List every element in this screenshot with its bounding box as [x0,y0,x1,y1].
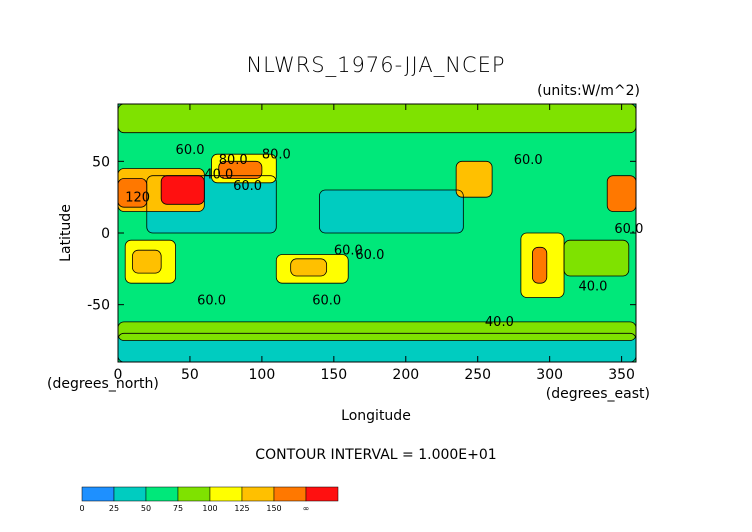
x-tick-label: 150 [320,367,347,383]
y-tick-label: 50 [92,154,110,170]
colorbar-swatch [145,486,179,502]
contour-region [118,104,636,133]
contour-label: 60.0 [176,143,205,158]
contour-labels: 60.080.040.012060.080.060.060.060.060.04… [125,143,643,330]
contour-label: 40.0 [204,168,233,183]
contour-line [455,160,493,198]
contour-label: 60.0 [334,244,363,259]
x-axis-label: Longitude [341,408,411,424]
contour-region [456,161,493,198]
x-axis-ticks: 0 50 100 150 200 250 300 350 [114,104,635,383]
colorbar-tick-label: 50 [141,504,151,513]
y-tick-label: 0 [101,226,110,242]
x-tick-label: 0 [114,367,123,383]
chart-title: NLWRS_1976-JJA_NCEP [246,53,505,77]
contour-line [160,175,205,205]
contour-region [218,161,262,179]
colorbar: 0 25 50 75 100 125 150 ∞ [79,486,339,513]
x-tick-label: 350 [608,367,635,383]
contour-label: 60.0 [197,294,226,309]
colorbar-swatch [273,486,307,502]
contour-region [607,175,636,212]
x-unit-label: (degrees_east) [546,386,650,402]
y-axis-label: Latitude [58,204,74,262]
contour-line [211,153,277,184]
contour-line [275,254,349,284]
colorbar-swatch [241,486,275,502]
colorbar-tick-label: ∞ [303,504,310,513]
contour-region [532,247,547,284]
x-tick-label: 300 [536,367,563,383]
contour-label: 60.0 [614,222,643,237]
units-label: (units:W/m^2) [537,83,640,99]
contour-region [132,250,162,274]
contour-region [118,321,636,341]
contour-label: 60.0 [514,153,543,168]
colorbar-swatch [209,486,243,502]
x-tick-label: 50 [181,367,199,383]
contour-line [563,239,630,277]
contour-interval-text: CONTOUR INTERVAL = 1.000E+01 [255,447,496,463]
y-tick-label: -50 [87,298,110,314]
contour-label: 80.0 [219,153,248,168]
colorbar-tick-label: 25 [109,504,119,513]
x-tick-label: 100 [249,367,276,383]
colorbar-swatch [177,486,211,502]
colorbar-tick-label: 0 [79,504,84,513]
contour-label: 40.0 [485,315,514,330]
colorbar-swatch [81,486,115,502]
contour-label: 60.0 [355,248,384,263]
y-axis-ticks: 50 0 -50 [87,154,636,314]
contour-label: 40.0 [578,279,607,294]
contour-label: 80.0 [262,147,291,162]
y-unit-label: (degrees_north) [47,376,159,392]
x-tick-label: 250 [464,367,491,383]
contour-line [124,239,176,284]
x-tick-label: 200 [392,367,419,383]
colorbar-tick-label: 75 [173,504,183,513]
colorbar-swatch [305,486,339,502]
contour-line [319,189,464,234]
contour-region [118,178,147,208]
colorbar-tick-label: 125 [234,504,249,513]
contour-line [290,258,328,277]
contour-label: 120 [125,190,150,205]
contour-region [290,258,327,276]
colorbar-tick-label: 150 [266,504,281,513]
colorbar-swatch [113,486,147,502]
colorbar-tick-label: 100 [202,504,217,513]
contour-line [218,160,263,179]
contour-region [161,175,205,205]
contour-line [131,249,162,274]
contour-region [564,240,629,276]
contour-region [319,190,464,233]
contour-line [532,246,548,284]
contour-label: 60.0 [312,294,341,309]
contour-label: 60.0 [233,179,262,194]
